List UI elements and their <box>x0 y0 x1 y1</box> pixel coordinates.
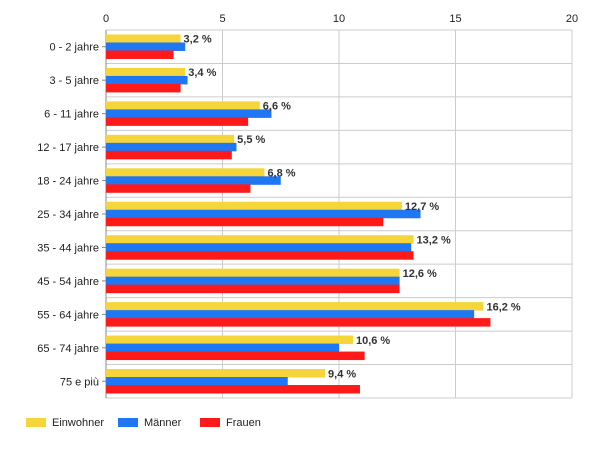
data-labels: 3,2 % 3,4 % 6,6 % 5,5 % 6,8 % 12,7 % 13,2 % 12,… <box>184 34 521 381</box>
x-axis-ticks: 0 5 10 15 20 <box>103 13 578 25</box>
bar-einwohner <box>106 201 402 211</box>
bar-m-nner <box>106 209 421 219</box>
x-tick-label: 15 <box>449 13 461 25</box>
bar-einwohner <box>106 235 414 244</box>
bar-frauen <box>106 318 491 327</box>
legend-label: Männer <box>144 417 182 429</box>
data-label: 5,5 % <box>237 134 265 146</box>
legend-label: Einwohner <box>52 417 104 429</box>
bar-m-nner <box>106 377 288 386</box>
x-tick-label: 20 <box>566 13 578 25</box>
bar-frauen <box>106 150 232 160</box>
bar-frauen <box>106 117 249 126</box>
category-label: 18 - 24 jahre <box>37 176 99 188</box>
category-label: 45 - 54 jahre <box>37 276 99 288</box>
bar-frauen <box>106 50 174 59</box>
bar-frauen <box>106 284 400 294</box>
category-label: 6 - 11 jahre <box>44 109 99 121</box>
data-label: 12,6 % <box>403 268 437 280</box>
bar-frauen <box>106 385 360 394</box>
data-label: 12,7 % <box>405 201 439 213</box>
bar-m-nner <box>106 243 412 252</box>
bar-m-nner <box>106 343 339 353</box>
bar-frauen <box>106 251 414 260</box>
bar-m-nner <box>106 310 475 319</box>
data-label: 10,6 % <box>356 335 390 347</box>
bar-einwohner <box>106 67 186 77</box>
category-labels: 0 - 2 jahre 3 - 5 jahre 6 - 11 jahre 12 - 1… <box>37 42 106 388</box>
category-label: 55 - 64 jahre <box>37 309 99 321</box>
bar-frauen <box>106 351 365 361</box>
category-label: 12 - 17 jahre <box>37 142 99 154</box>
category-label: 65 - 74 jahre <box>37 343 99 355</box>
category-label: 3 - 5 jahre <box>49 75 99 87</box>
data-label: 3,4 % <box>188 67 216 79</box>
bar-frauen <box>106 184 251 193</box>
data-label: 9,4 % <box>328 368 356 380</box>
bar-einwohner <box>106 268 400 278</box>
bars <box>106 34 491 394</box>
bar-frauen <box>106 217 384 227</box>
legend-label: Frauen <box>226 417 261 429</box>
bar-einwohner <box>106 335 353 345</box>
bar-m-nner <box>106 276 400 286</box>
category-label: 35 - 44 jahre <box>37 242 99 254</box>
bar-einwohner <box>106 168 265 177</box>
category-label: 0 - 2 jahre <box>49 42 99 54</box>
bar-m-nner <box>106 42 186 51</box>
bar-m-nner <box>106 176 281 185</box>
data-label: 3,2 % <box>184 34 212 46</box>
bar-m-nner <box>106 109 272 118</box>
bar-m-nner <box>106 142 237 152</box>
x-tick-label: 10 <box>333 13 345 25</box>
x-tick-label: 0 <box>103 13 109 25</box>
data-label: 16,2 % <box>486 301 520 313</box>
data-label: 6,8 % <box>267 168 295 180</box>
category-label: 75 e più <box>60 376 99 388</box>
bar-einwohner <box>106 369 326 378</box>
bar-frauen <box>106 83 181 93</box>
x-tick-label: 5 <box>219 13 225 25</box>
bar-einwohner <box>106 302 484 311</box>
category-label: 25 - 34 jahre <box>37 209 99 221</box>
legend: Einwohner Männer Frauen <box>26 417 261 429</box>
bar-einwohner <box>106 101 260 110</box>
legend-swatch <box>200 418 220 427</box>
legend-swatch <box>26 418 46 427</box>
bar-m-nner <box>106 75 188 85</box>
data-label: 13,2 % <box>417 234 451 246</box>
legend-swatch <box>118 418 138 427</box>
bar-einwohner <box>106 134 235 144</box>
bar-einwohner <box>106 34 181 43</box>
data-label: 6,6 % <box>263 101 291 113</box>
